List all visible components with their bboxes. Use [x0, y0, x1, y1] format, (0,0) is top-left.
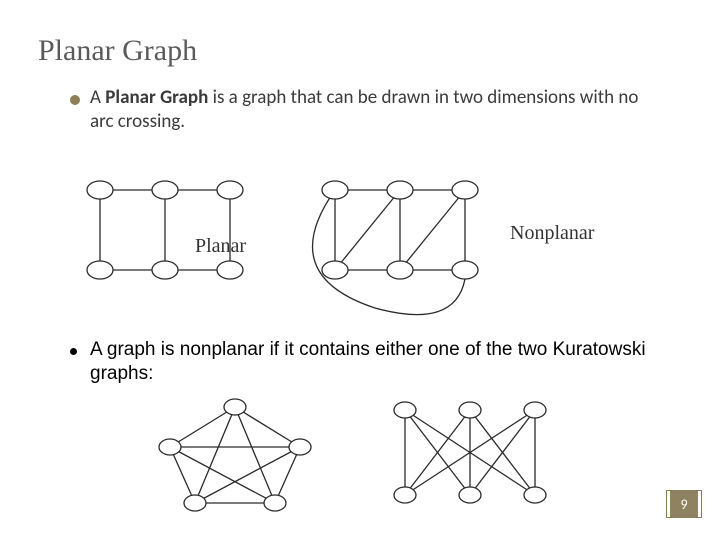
planar-graph [70, 170, 260, 290]
bullet-dot-2 [70, 348, 77, 355]
page-number: 9 [670, 490, 698, 518]
bullet-1-text: A Planar Graph is a graph that can be dr… [90, 86, 650, 134]
bullet-2-text: A graph is nonplanar if it contains eith… [90, 338, 650, 386]
nonplanar-graph [305, 170, 515, 320]
bullet-1-bold: Planar Graph [105, 86, 208, 109]
k33-graph [375, 395, 565, 515]
planar-label: Planar [195, 235, 246, 258]
k5-graph [155, 395, 315, 515]
bullet-1a: A [90, 86, 105, 109]
slide-title: Planar Graph [38, 34, 197, 68]
page-number-value: 9 [680, 496, 687, 513]
nonplanar-label: Nonplanar [510, 222, 594, 245]
bullet-dot-1 [70, 95, 80, 105]
